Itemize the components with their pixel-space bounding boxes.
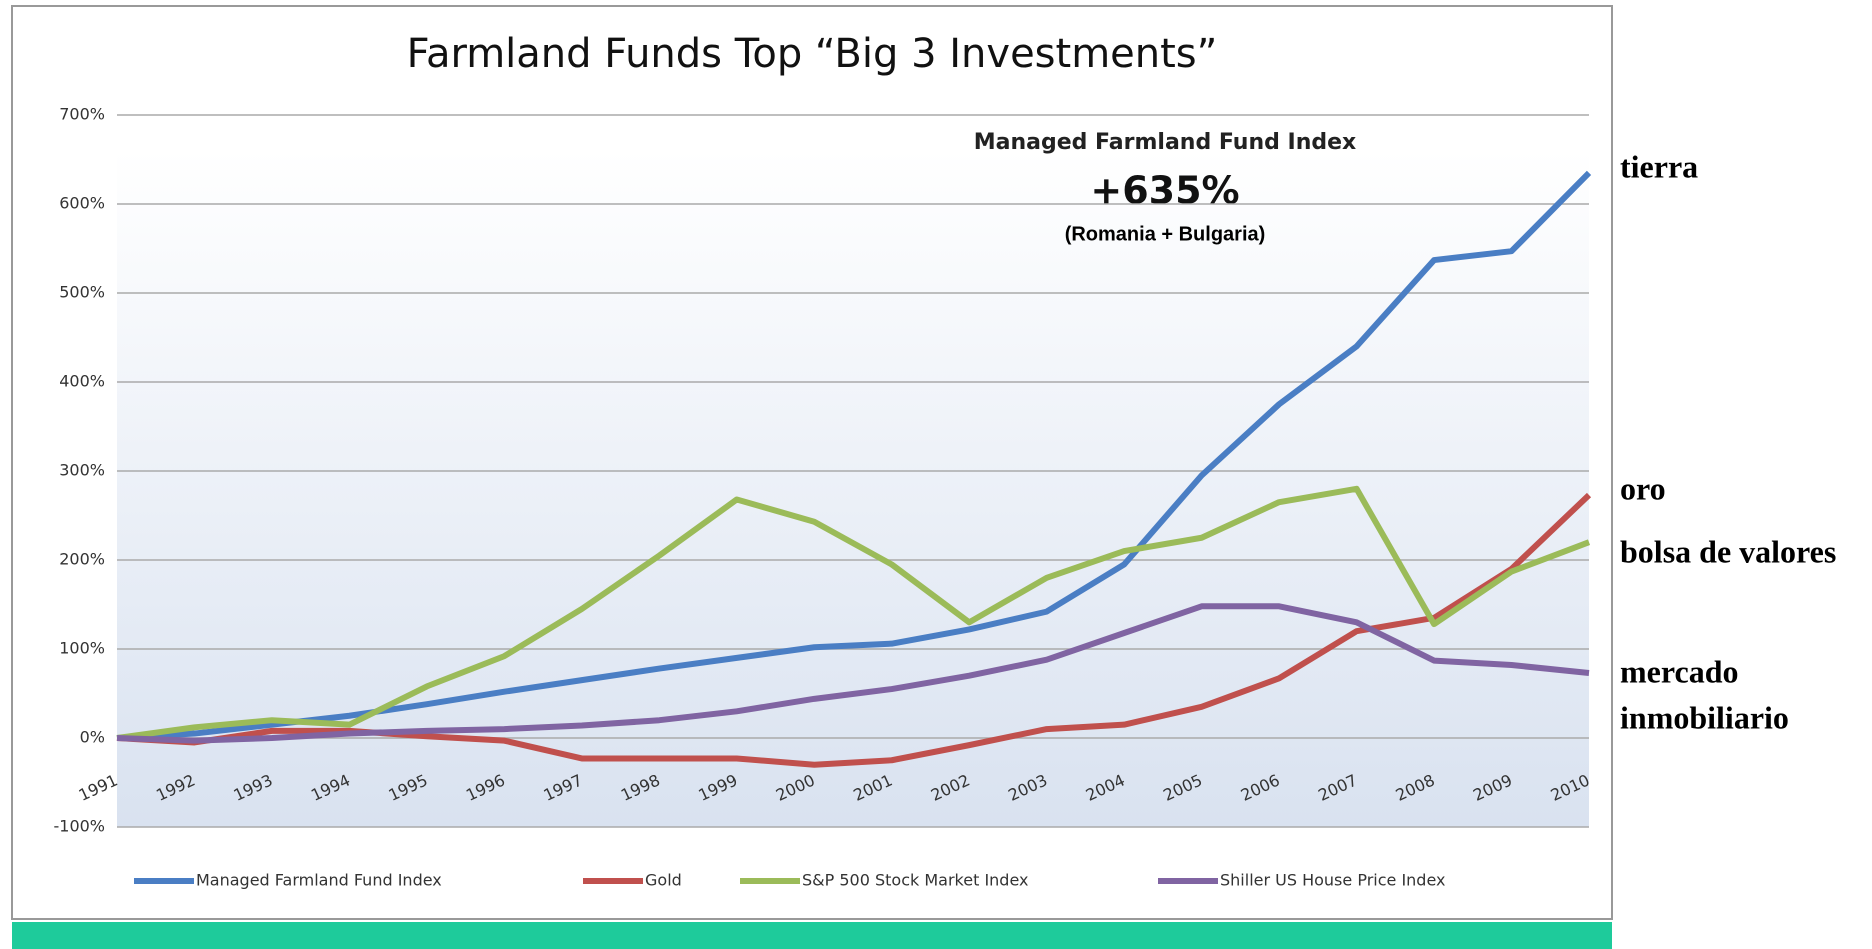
side-label: tierra [1620, 148, 1698, 184]
y-tick-label: 700% [59, 105, 105, 124]
chart-title: Farmland Funds Top “Big 3 Investments” [407, 31, 1218, 77]
series-line [116, 485, 1591, 741]
legend-label: Managed Farmland Fund Index [196, 871, 442, 890]
annotation-value: +635% [1090, 169, 1239, 213]
series-line [116, 170, 1592, 741]
legend-label: Shiller US House Price Index [1220, 871, 1445, 890]
side-label: oro [1620, 470, 1666, 506]
side-label: bolsa de valores [1620, 533, 1836, 569]
y-tick-label: 0% [80, 728, 105, 747]
legend-label: Gold [645, 871, 682, 890]
y-tick-label: 100% [59, 639, 105, 658]
side-label: inmobiliario [1620, 699, 1789, 735]
y-tick-label: 400% [59, 372, 105, 391]
y-tick-label: 600% [59, 194, 105, 213]
y-tick-label: 500% [59, 283, 105, 302]
side-label: mercado [1620, 653, 1738, 689]
y-tick-label: -100% [53, 817, 105, 836]
y-tick-label: 300% [59, 461, 105, 480]
y-tick-label: 200% [59, 550, 105, 569]
annotation-title: Managed Farmland Fund Index [974, 130, 1357, 155]
legend-label: S&P 500 Stock Market Index [802, 871, 1029, 890]
annotation-note: (Romania + Bulgaria) [1065, 223, 1266, 245]
footer-bar [12, 922, 1612, 949]
series-line [116, 603, 1590, 744]
